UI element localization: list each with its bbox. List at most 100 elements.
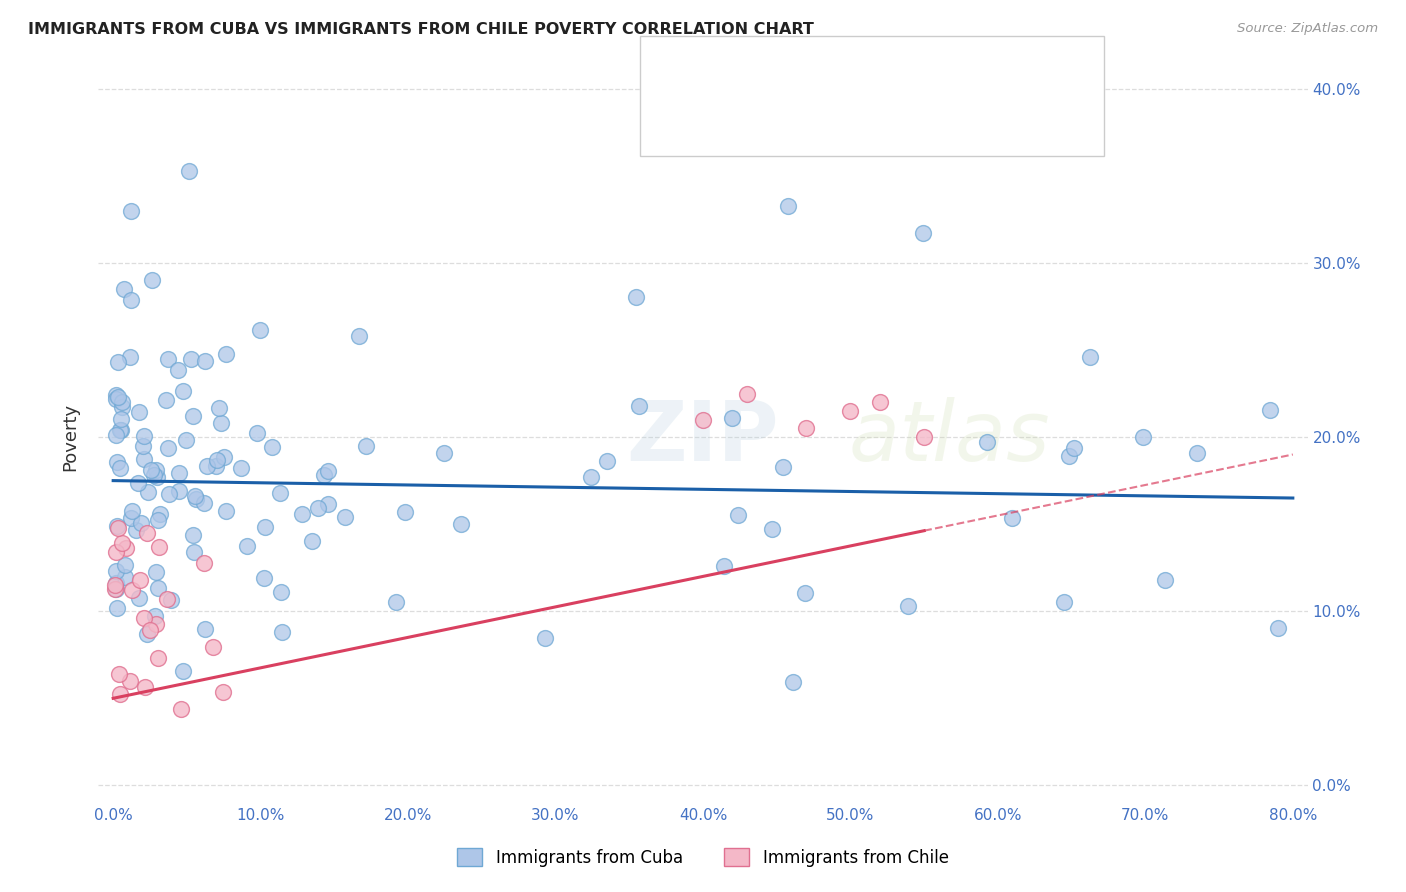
Text: -0.033: -0.033 [744,62,801,79]
Text: 29: 29 [929,112,952,130]
Text: R =: R = [689,112,727,130]
Point [134,680,156,694]
Text: atlas: atlas [848,397,1050,477]
Point [174,433,197,447]
Point [201,640,224,654]
Point [129,516,152,530]
Point [194,622,217,636]
Point [121,504,143,518]
Point [138,624,160,638]
Point [356,439,378,453]
Point [911,226,934,240]
Point [111,394,134,409]
Point [145,616,167,631]
Point [125,523,148,537]
Point [839,404,862,418]
Text: IMMIGRANTS FROM CUBA VS IMMIGRANTS FROM CHILE POVERTY CORRELATION CHART: IMMIGRANTS FROM CUBA VS IMMIGRANTS FROM … [28,22,814,37]
Text: ZIP: ZIP [627,397,779,477]
Point [1053,595,1076,609]
Point [249,323,271,337]
Point [120,203,142,218]
Point [209,416,232,430]
Point [579,470,602,484]
Point [194,354,217,368]
Point [145,463,167,477]
Point [782,675,804,690]
Point [291,508,314,522]
Point [110,461,132,475]
Point [385,595,408,609]
Point [160,593,183,607]
Point [1063,442,1085,456]
Point [713,558,735,573]
Point [236,539,259,553]
Point [394,505,416,519]
Text: Source: ZipAtlas.com: Source: ZipAtlas.com [1237,22,1378,36]
Point [136,525,159,540]
Text: N =: N = [863,112,903,130]
Point [114,558,136,573]
Point [155,392,177,407]
Point [105,388,128,402]
Point [595,454,617,468]
Point [108,423,131,437]
Point [307,500,329,515]
Point [180,351,202,366]
Point [183,527,205,541]
Point [110,423,132,437]
Point [167,363,190,377]
Point [229,461,252,475]
Point [534,631,557,645]
Point [129,574,152,588]
Point [136,485,159,500]
Point [105,575,128,590]
Point [105,564,128,578]
Point [112,282,135,296]
Point [143,609,166,624]
Point [1154,573,1177,587]
Point [104,577,127,591]
Point [107,390,129,404]
Point [105,455,128,469]
Point [252,571,274,585]
Point [181,409,204,424]
Point [193,495,215,509]
Point [269,485,291,500]
Point [772,459,794,474]
Point [111,535,134,549]
Point [432,446,454,460]
Point [134,611,156,625]
Point [172,384,194,398]
Point [128,405,150,419]
Point [142,468,165,483]
Point [912,430,935,444]
Point [149,508,172,522]
Point [105,601,128,615]
Point [145,565,167,579]
Point [254,520,277,534]
Point [624,290,647,304]
Point [136,627,159,641]
Point [121,582,143,597]
Point [120,351,142,365]
Point [141,273,163,287]
Point [184,489,207,503]
Point [1258,403,1281,417]
Y-axis label: Poverty: Poverty [62,403,80,471]
Point [132,452,155,467]
Point [157,486,180,500]
Point [215,347,238,361]
Bar [654,56,682,86]
Point [156,592,179,607]
Point [214,450,236,464]
Point [692,412,714,426]
Point [301,533,323,548]
Point [1132,430,1154,444]
Point [114,570,136,584]
Point [115,541,138,555]
Point [314,467,336,482]
Point [195,458,218,473]
Point [107,355,129,369]
Point [776,198,799,212]
Point [976,434,998,449]
